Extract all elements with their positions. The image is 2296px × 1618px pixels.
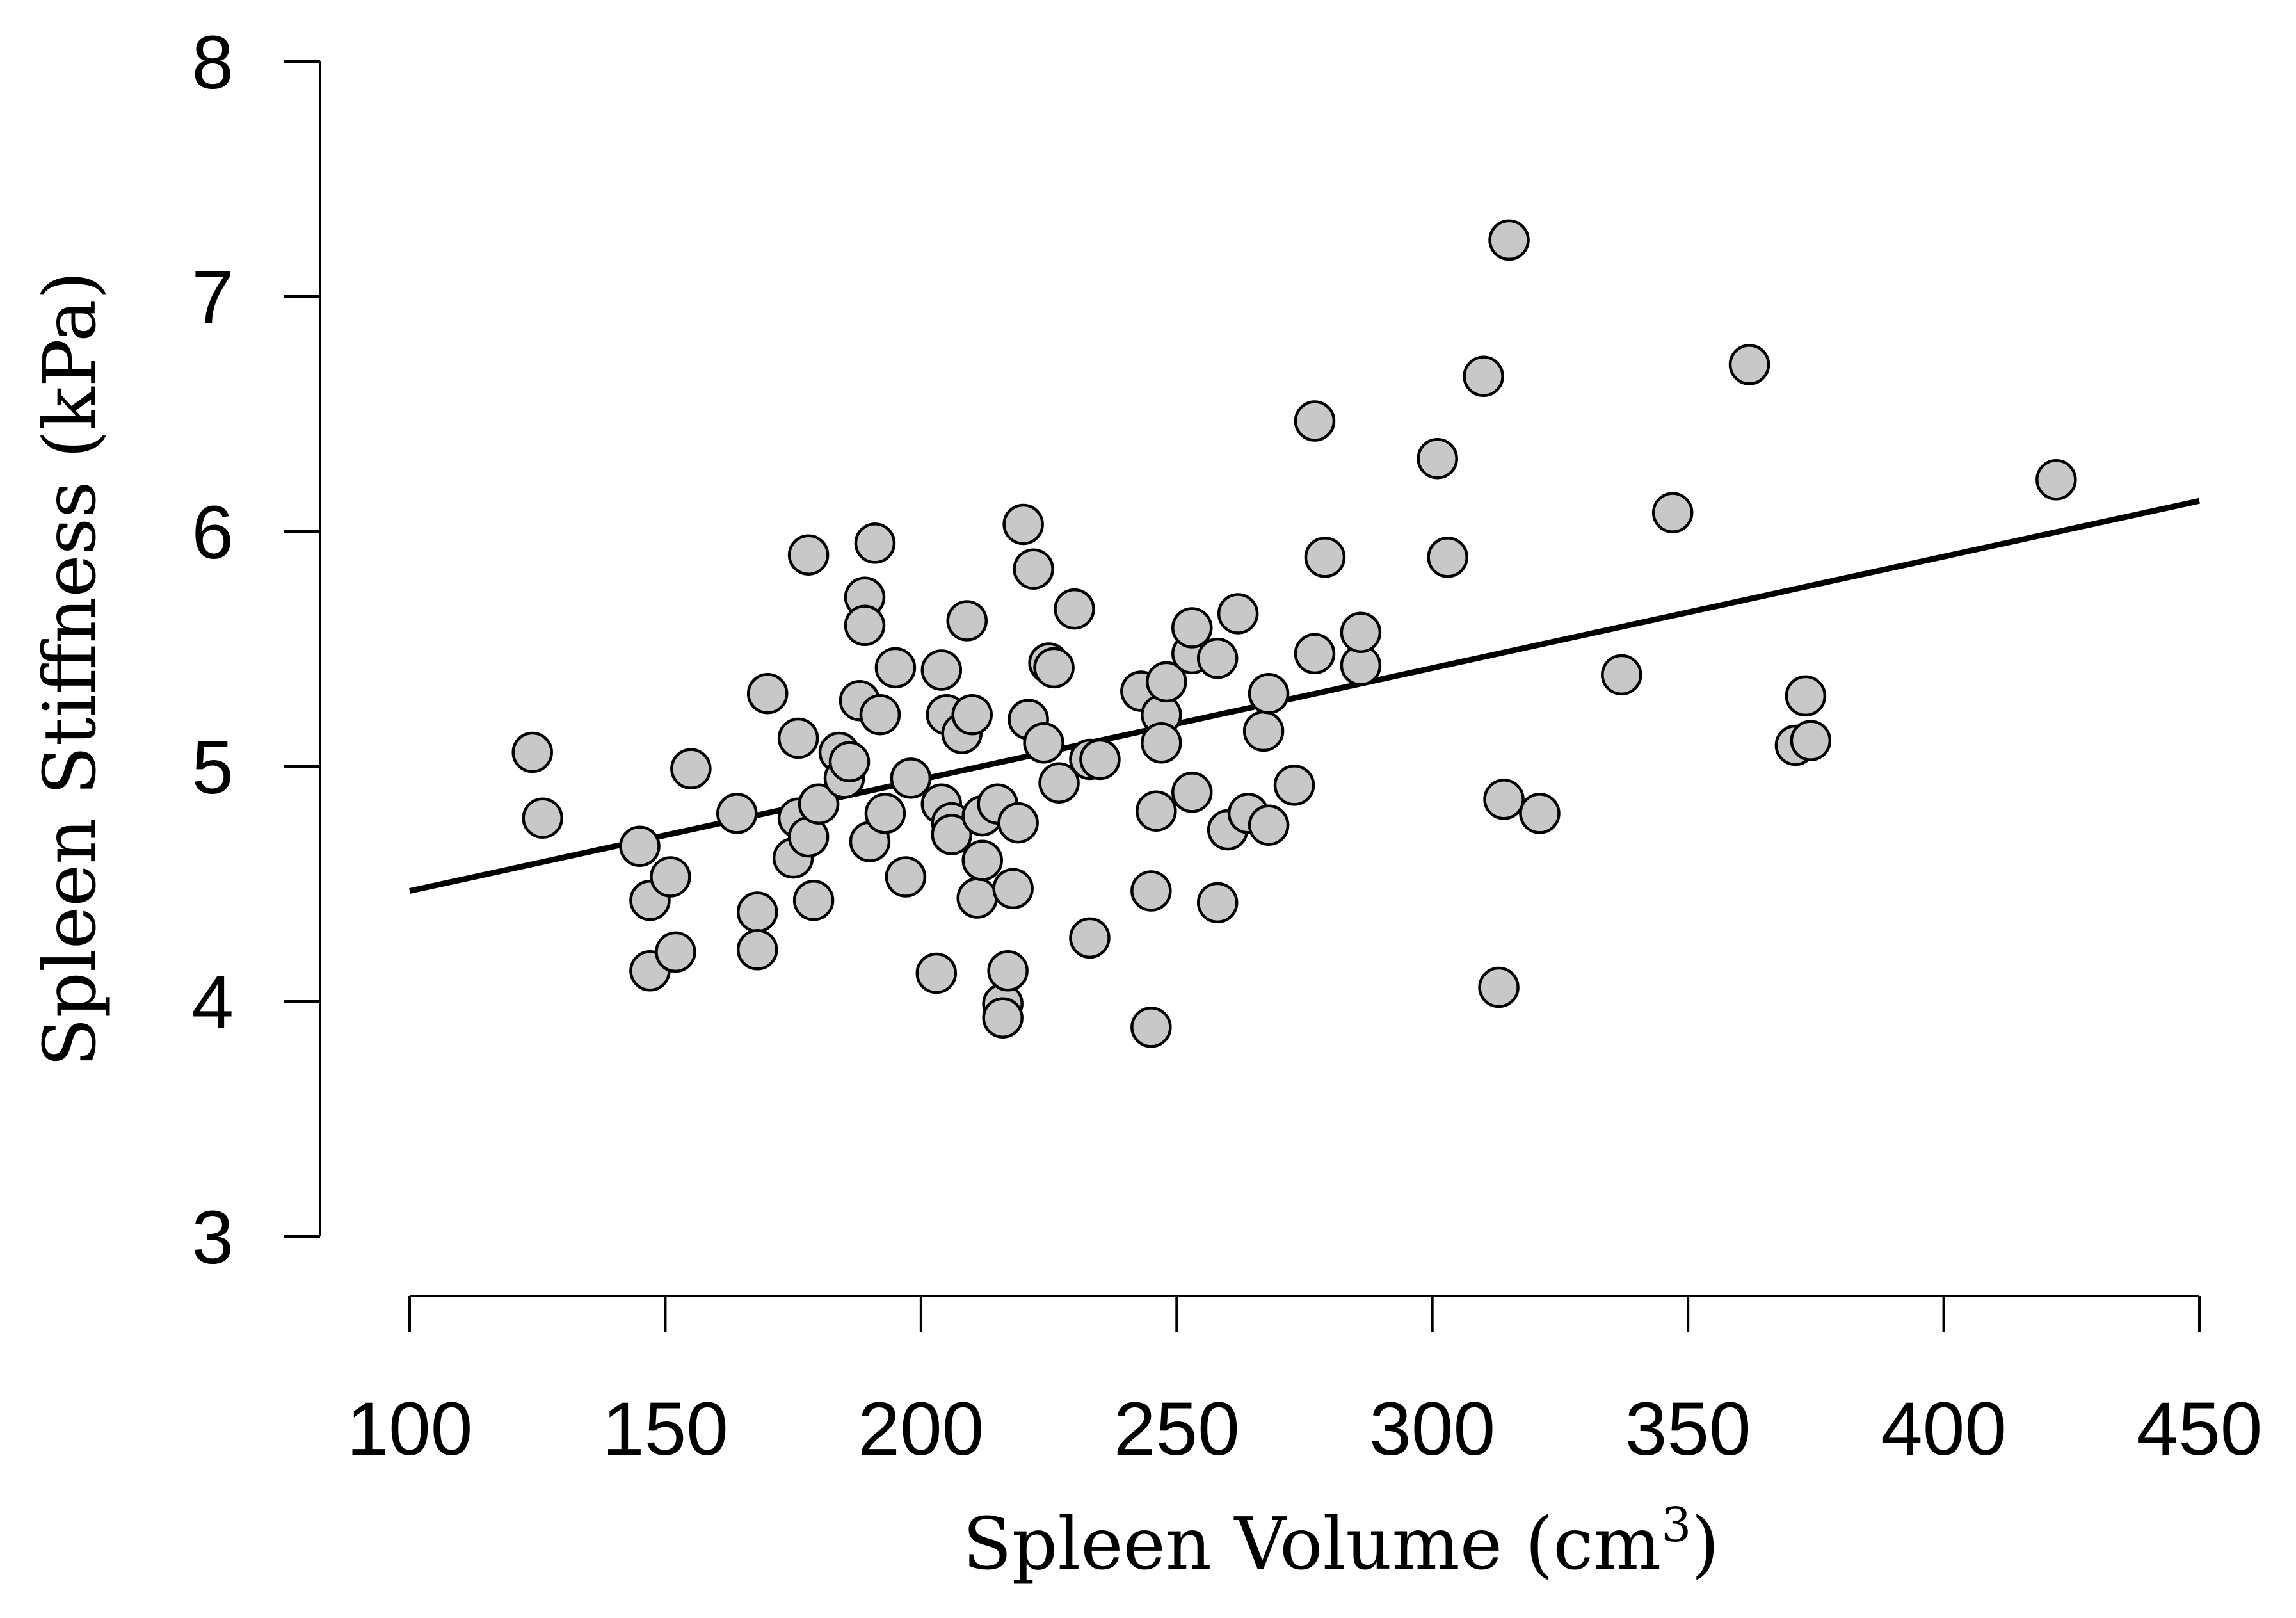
y-axis-title: Spleen Stiffness (kPa) [29,271,112,1067]
y-tick-label: 5 [191,725,234,810]
data-point [987,950,1029,992]
data-point [787,534,830,576]
data-point [1196,882,1239,924]
x-tick-label: 200 [858,1387,984,1471]
data-point [511,731,553,773]
data-point [951,694,993,736]
data-point [1130,1007,1172,1048]
data-point [874,647,917,689]
y-tick-label: 6 [191,490,234,575]
data-point [716,793,758,834]
data-point [1069,917,1111,959]
data-point [1483,779,1525,820]
data-point [670,748,712,789]
data-point [920,649,963,691]
data-point [777,717,819,759]
x-axis-title: Spleen Volume (cm3) [963,1498,1719,1586]
data-point [1242,710,1285,752]
data-point [619,825,661,868]
x-tick-label: 100 [347,1387,473,1471]
data-point [1340,611,1382,654]
data-point [1023,722,1064,764]
data-point [1519,793,1561,834]
x-axis-title-superscript: 3 [1661,1498,1691,1553]
data-points [511,219,2077,1048]
y-tick-label: 8 [191,20,234,105]
data-point [915,952,958,994]
data-point [859,694,901,736]
x-tick-label: 450 [2137,1387,2263,1471]
data-point [1294,400,1336,442]
data-point [1146,661,1187,703]
data-point [746,672,789,715]
data-point [1294,633,1336,675]
data-point [1488,219,1530,261]
data-point [890,757,932,799]
data-point [1651,492,1694,533]
data-point [1427,537,1468,578]
data-point [854,522,896,564]
data-point [1304,537,1346,578]
data-point [1079,738,1121,781]
data-point [1136,790,1177,832]
data-point [864,793,906,834]
data-point [736,891,778,933]
data-point [1171,772,1213,813]
x-tick-label: 250 [1114,1387,1240,1471]
y-tick-label: 3 [191,1195,234,1280]
x-axis-title-main: Spleen Volume (cm [963,1503,1661,1586]
x-axis-title-suffix: ) [1691,1503,1719,1586]
data-point [946,600,988,642]
data-point [1601,654,1642,696]
data-point [1171,607,1213,649]
data-point [1013,548,1054,590]
data-point [1273,765,1315,806]
data-point [1785,675,1827,717]
x-tick-label: 150 [602,1387,728,1471]
data-point [798,783,840,825]
data-point [1463,355,1504,398]
data-point [1002,503,1044,546]
data-point [1248,804,1290,846]
data-point [961,839,1003,882]
data-point [1033,647,1075,689]
x-tick-label: 400 [1881,1387,2007,1471]
data-point [1248,672,1290,715]
data-point [992,868,1034,910]
data-point [844,604,886,647]
data-point [1141,722,1182,764]
data-point [655,931,696,973]
data-point [1790,720,1832,761]
data-point [1478,966,1520,1008]
data-point [736,929,778,971]
data-point [997,802,1039,844]
y-ticks: 3 4 5 6 7 8 [191,20,320,1280]
data-point [982,997,1024,1039]
data-point [1196,637,1239,679]
data-point [1130,870,1172,912]
y-tick-label: 4 [191,960,234,1045]
x-tick-label: 350 [1625,1387,1751,1471]
data-point [931,814,973,855]
data-point [885,856,927,898]
regression-line [409,498,2200,894]
data-point [792,879,835,921]
data-point [650,856,691,898]
data-point [1217,593,1259,635]
data-point [828,741,871,782]
data-point [522,797,563,839]
data-point [956,877,998,919]
x-tick-label: 300 [1369,1387,1495,1471]
y-tick-label: 7 [191,255,234,340]
data-point [1038,762,1080,804]
data-point [1728,344,1770,385]
data-point [1054,588,1095,630]
data-point [1417,437,1458,480]
data-point [2035,459,2077,501]
x-ticks: 100 150 200 250 300 350 400 450 [347,1296,2263,1471]
